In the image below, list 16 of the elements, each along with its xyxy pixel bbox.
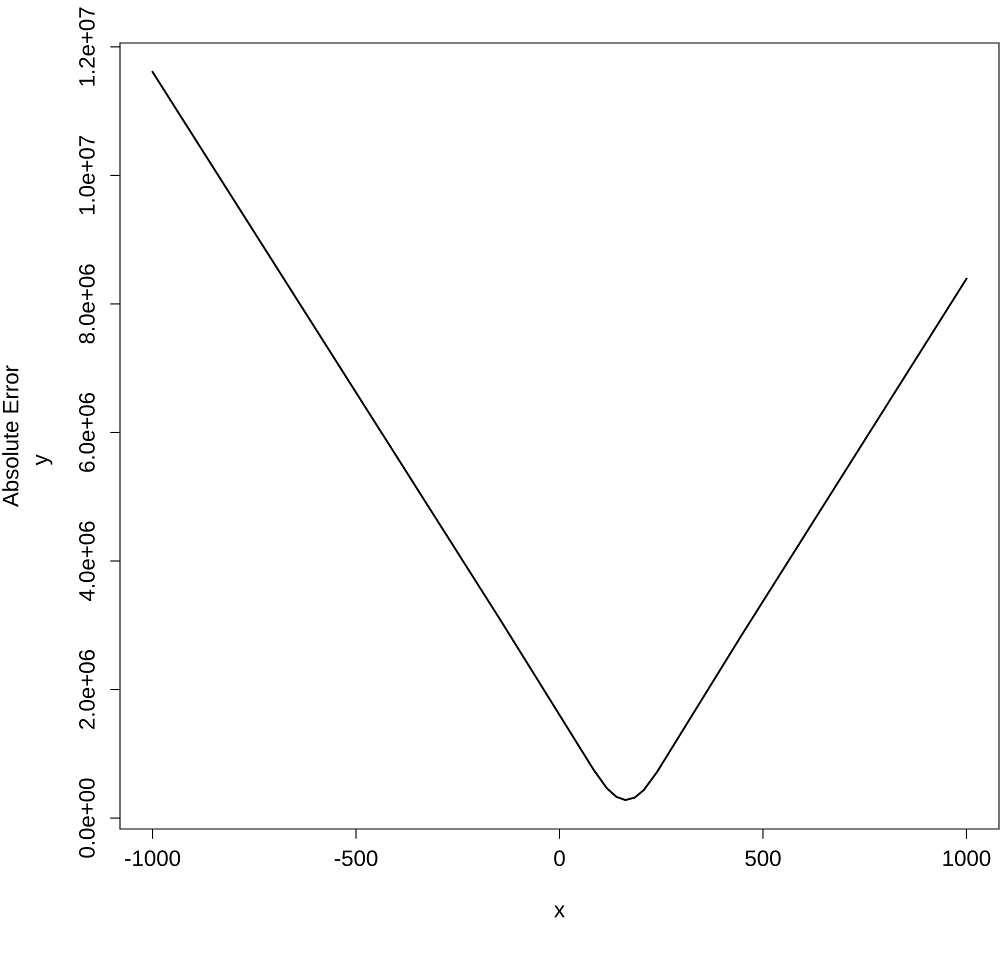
y-tick-label: 1.2e+07	[79, 7, 95, 86]
x-tick-label: 500	[745, 850, 781, 866]
x-tick-label: -500	[334, 850, 378, 866]
x-tick-label: -1000	[125, 850, 180, 866]
y-tick-label: 2.0e+06	[79, 650, 95, 729]
x-tick-label: 0	[554, 850, 565, 866]
line-series	[152, 70, 968, 802]
y-tick-label: 4.0e+06	[79, 522, 95, 601]
y-tick-label: 8.0e+06	[79, 264, 95, 344]
text: y	[36, 454, 52, 466]
x-axis-title: x	[554, 905, 565, 918]
y-tick-label: 6.0e+06	[79, 392, 95, 472]
x-tick-label: 1000	[943, 850, 990, 866]
y-axis-title: Absolute Error	[2, 365, 19, 507]
y-tick-label: 0.0e+00	[79, 778, 95, 858]
y-tick-label: 1.0e+07	[79, 136, 95, 214]
